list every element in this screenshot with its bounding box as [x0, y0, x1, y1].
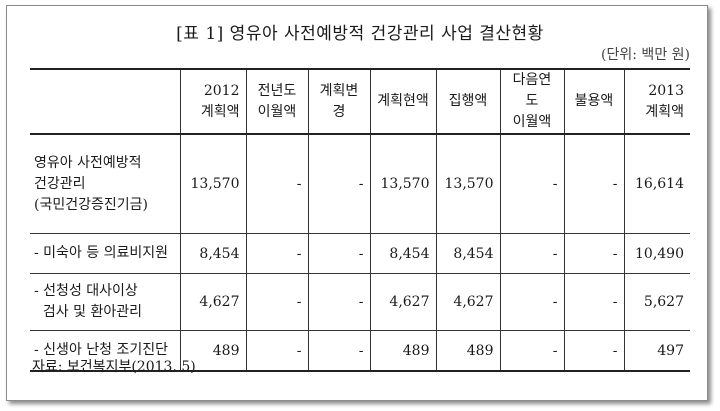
table-cell: -: [563, 134, 624, 234]
table-cell: -: [563, 233, 624, 274]
table-cell: 8,454: [179, 233, 246, 274]
table-cell: -: [307, 330, 370, 372]
table-cell: 16,614: [623, 134, 690, 234]
table-row: - 신생아 난청 조기진단 489 - - 489 489 - - 497: [30, 330, 690, 372]
header-cell-prior-carryover: 전년도 이월액: [245, 68, 308, 135]
table-cell: -: [307, 273, 370, 331]
table-cell: 4,627: [179, 273, 246, 331]
table-cell: 8,454: [369, 233, 436, 274]
table-cell: 13,570: [435, 134, 500, 234]
header-cell-plan-change: 계획변경: [307, 68, 370, 135]
header-cell-category: [30, 68, 180, 135]
table-cell: -: [307, 134, 370, 234]
table-cell: -: [307, 233, 370, 274]
table-cell: 489: [179, 330, 246, 372]
table-cell: -: [563, 330, 624, 372]
table-cell: -: [245, 134, 308, 234]
settlement-table: 2012 계획액 전년도 이월액 계획변경 계획현액 집행액 다음연도 이월액 불용액…: [30, 68, 690, 372]
table-cell: -: [245, 233, 308, 274]
table-cell: -: [499, 134, 564, 234]
table-row: 영유아 사전예방적 건강관리 (국민건강증진기금) 13,570 - - 13,57…: [30, 134, 690, 234]
table-cell: -: [563, 273, 624, 331]
source-note: 자료: 보건복지부(2013. 5): [32, 359, 196, 375]
header-cell-execution: 집행액: [435, 68, 500, 135]
table-cell: 5,627: [623, 273, 690, 331]
table-cell: -: [245, 273, 308, 331]
table-cell: -: [499, 273, 564, 331]
unit-label: (단위: 백만 원): [601, 47, 690, 63]
table-cell: -: [499, 233, 564, 274]
table-cell: -: [245, 330, 308, 372]
row-label: - 신생아 난청 조기진단: [30, 330, 180, 372]
table-cell: 489: [369, 330, 436, 372]
table-cell: 497: [623, 330, 690, 372]
row-label: - 미숙아 등 의료비지원: [30, 233, 180, 274]
table-cell: 13,570: [369, 134, 436, 234]
table-row: - 선청성 대사이상 검사 및 환아관리 4,627 - - 4,627 4,6…: [30, 273, 690, 331]
table-cell: 489: [435, 330, 500, 372]
table-cell: 13,570: [179, 134, 246, 234]
table-cell: 4,627: [369, 273, 436, 331]
row-label: 영유아 사전예방적 건강관리 (국민건강증진기금): [30, 134, 180, 234]
header-cell-2012-plan: 2012 계획액: [179, 68, 246, 135]
header-row: 2012 계획액 전년도 이월액 계획변경 계획현액 집행액 다음연도 이월액 불용액…: [30, 68, 690, 135]
header-cell-next-carryover: 다음연도 이월액: [499, 68, 564, 135]
table-title: [표 1] 영유아 사전예방적 건강관리 사업 결산현황: [176, 24, 544, 44]
table-cell: 4,627: [435, 273, 500, 331]
header-cell-2013-plan: 2013 계획액: [623, 68, 690, 135]
table-cell: -: [499, 330, 564, 372]
row-label: - 선청성 대사이상 검사 및 환아관리: [30, 273, 180, 331]
header-cell-current-plan: 계획현액: [369, 68, 436, 135]
table-row: - 미숙아 등 의료비지원 8,454 - - 8,454 8,454 - - …: [30, 233, 690, 274]
header-cell-unused: 불용액: [563, 68, 624, 135]
table-cell: 10,490: [623, 233, 690, 274]
table-cell: 8,454: [435, 233, 500, 274]
